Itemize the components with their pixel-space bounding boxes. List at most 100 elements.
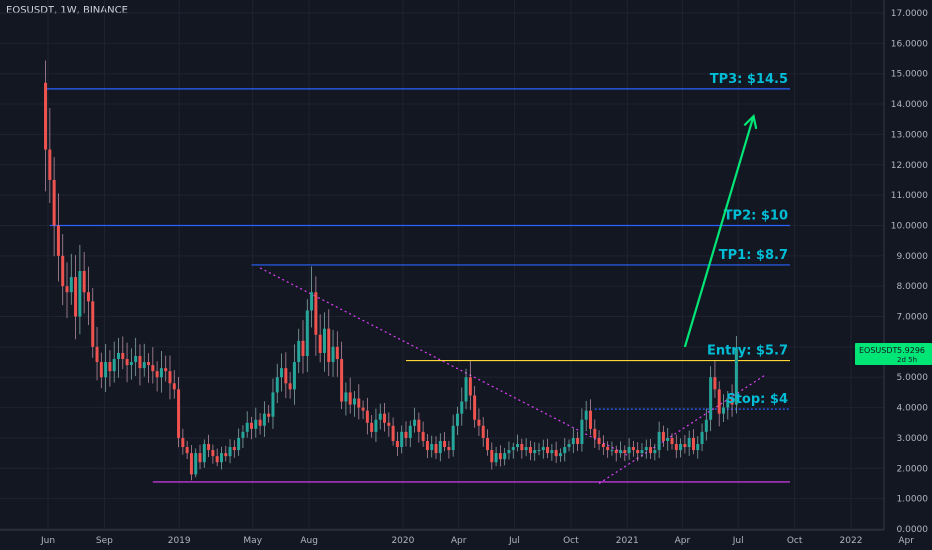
- candle-up: [305, 299, 309, 373]
- candle-up: [237, 428, 241, 456]
- candle-down: [164, 355, 168, 382]
- candle-down: [614, 445, 618, 462]
- candle-down: [481, 417, 485, 447]
- candle-down: [683, 435, 687, 454]
- candle-up: [322, 312, 326, 372]
- candle-down: [224, 445, 228, 462]
- time-axis[interactable]: Jun Sep 2019 May Aug 2020 Apr Jul Oct 2021 Apr Jul O…: [0, 529, 914, 546]
- candle-up: [734, 335, 738, 414]
- candle-down: [468, 360, 472, 411]
- y-tick-label: 5.0000: [897, 373, 929, 383]
- price-tag-value: 5.9296: [897, 346, 925, 355]
- candle-up: [112, 341, 116, 383]
- candle-up: [344, 382, 348, 416]
- candle-up: [352, 391, 356, 417]
- candle-down: [636, 442, 640, 462]
- candle-up: [653, 443, 657, 461]
- candle-up: [533, 442, 537, 461]
- candle-up: [537, 443, 541, 456]
- candle-down: [151, 347, 155, 384]
- candle-down: [661, 425, 665, 447]
- candle-down: [421, 421, 425, 447]
- candle-down: [606, 441, 610, 458]
- candle-down: [185, 440, 189, 460]
- x-tick-label: Oct: [787, 536, 803, 546]
- candle-down: [588, 399, 592, 435]
- candle-down: [207, 434, 211, 458]
- candle-down: [65, 262, 69, 318]
- candle-down: [125, 342, 129, 383]
- y-tick-label: 8.0000: [897, 282, 929, 292]
- candle-up: [408, 420, 412, 448]
- candle-down: [198, 444, 202, 470]
- candle-down: [674, 434, 678, 459]
- candle-down: [181, 428, 185, 455]
- candle-down: [443, 432, 447, 452]
- candle-down: [473, 385, 477, 428]
- candle-down: [155, 361, 159, 392]
- candle-up: [228, 439, 232, 464]
- candle-down: [74, 255, 78, 340]
- price-axis[interactable]: 17.0000 16.0000 15.0000 14.0000 13.0000 12.00…: [883, 0, 932, 535]
- candles: [44, 60, 738, 481]
- candle-up: [516, 434, 520, 452]
- candle-down: [498, 445, 502, 467]
- candle-down: [211, 444, 215, 464]
- candle-up: [219, 446, 223, 470]
- x-tick-label: Apr: [451, 536, 467, 546]
- candle-down: [670, 433, 674, 450]
- x-tick-label: Aug: [300, 536, 318, 546]
- candle-up: [503, 447, 507, 466]
- y-tick-label: 9.0000: [897, 252, 929, 262]
- candle-down: [288, 371, 292, 399]
- candle-up: [657, 421, 661, 459]
- x-tick-label: May: [243, 536, 262, 546]
- candle-up: [69, 253, 73, 305]
- candle-down: [597, 430, 601, 451]
- candle-up: [159, 351, 163, 393]
- candle-down: [357, 384, 361, 420]
- x-tick-label: 2019: [168, 536, 191, 546]
- candle-up: [700, 423, 704, 452]
- candle-down: [383, 402, 387, 432]
- candle-down: [172, 370, 176, 399]
- candle-up: [460, 387, 464, 426]
- candle-down: [61, 234, 65, 306]
- y-tick-label: 12.0000: [891, 161, 928, 171]
- candle-up: [142, 343, 146, 377]
- candle-down: [44, 60, 48, 192]
- candle-up: [378, 403, 382, 430]
- candle-down: [691, 429, 695, 455]
- candle-up: [696, 436, 700, 459]
- candle-up: [687, 430, 691, 456]
- candle-up: [262, 401, 266, 437]
- candle-up: [331, 329, 335, 377]
- y-tick-label: 0.0000: [897, 525, 929, 535]
- candle-down: [340, 341, 344, 410]
- uptrend-line: [598, 373, 767, 484]
- candle-down: [284, 352, 288, 399]
- candle-up: [374, 408, 378, 443]
- candle-down: [82, 251, 86, 314]
- candle-down: [370, 415, 374, 438]
- downtrend-line: [259, 267, 630, 457]
- candle-down: [56, 193, 60, 282]
- x-tick-label: 2022: [840, 536, 863, 546]
- candle-down: [490, 442, 494, 470]
- candle-up: [280, 353, 284, 392]
- candle-up: [494, 446, 498, 467]
- y-tick-label: 16.0000: [891, 39, 928, 49]
- candle-up: [511, 442, 515, 459]
- candle-up: [104, 343, 108, 393]
- candle-up: [567, 439, 571, 452]
- candle-up: [709, 366, 713, 432]
- candle-down: [91, 287, 95, 358]
- candle-up: [310, 266, 314, 328]
- candle-up: [430, 435, 434, 458]
- stop-label: Stop: $4: [726, 392, 788, 407]
- y-tick-label: 10.0000: [891, 221, 928, 231]
- x-tick-label: Jul: [508, 536, 520, 546]
- candle-down: [108, 350, 112, 387]
- candle-down: [520, 438, 524, 459]
